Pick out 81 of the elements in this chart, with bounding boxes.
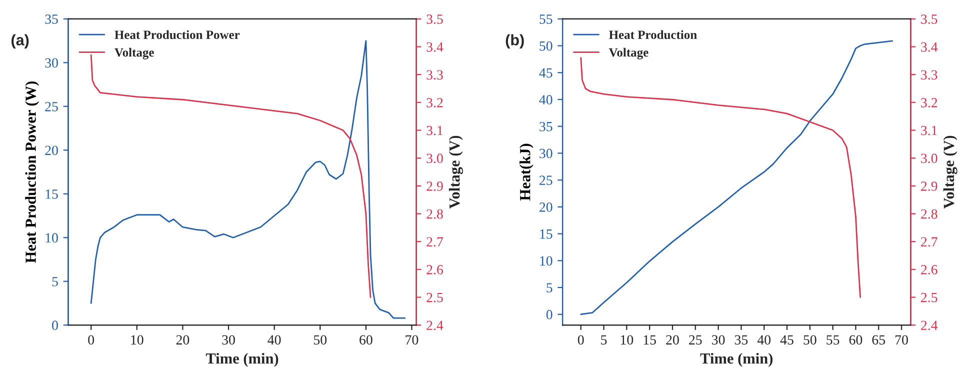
x-tick-label: 5 <box>601 335 607 345</box>
x-tick-label: 50 <box>314 335 327 345</box>
x-tick-label: 30 <box>222 335 235 345</box>
y-axis-title: Heat(kJ) <box>520 144 534 201</box>
x-tick-label: 70 <box>896 335 908 345</box>
legend-label: Voltage <box>608 48 648 60</box>
x-tick-label: 60 <box>849 335 862 345</box>
y2-tick-label: 2.9 <box>426 182 443 191</box>
x-tick-label: 15 <box>644 335 656 345</box>
y-tick-label: 55 <box>540 14 552 24</box>
y2-tick-label: 3.2 <box>921 98 938 108</box>
y-tick-label: 25 <box>45 102 58 112</box>
y-axis-title: Heat Production Power (W) <box>25 81 40 263</box>
y-tick-label: 0 <box>546 310 552 320</box>
x-tick-label: 10 <box>620 335 634 345</box>
legend-label: Voltage <box>114 48 154 60</box>
x-tick-label: 50 <box>804 335 816 345</box>
y2-axis-title: Voltage (V) <box>448 136 463 209</box>
y2-tick-label: 3.2 <box>426 98 443 108</box>
x-tick-label: 10 <box>131 335 144 345</box>
y2-tick-label: 2.6 <box>426 265 443 274</box>
y2-tick-label: 3.0 <box>921 154 938 164</box>
x-tick-label: 20 <box>176 335 190 345</box>
x-tick-label: 45 <box>780 335 794 345</box>
x-tick-label: 70 <box>406 335 418 345</box>
x-tick-label: 25 <box>689 335 702 345</box>
text: (a) <box>12 34 29 48</box>
x-tick-label: 55 <box>826 335 840 345</box>
y-tick-label: 10 <box>540 256 552 266</box>
y-tick-label: 5 <box>546 283 552 292</box>
x-axis-title: Time (min) <box>206 352 278 367</box>
y2-tick-label: 2.6 <box>921 265 938 274</box>
y2-tick-label: 3.1 <box>921 126 937 136</box>
y-tick-label: 15 <box>46 190 58 199</box>
x-tick-label: 40 <box>268 335 281 345</box>
y-tick-label: 30 <box>540 148 552 158</box>
x-tick-label: 0 <box>578 335 584 345</box>
y2-tick-label: 2.4 <box>921 320 938 330</box>
y2-tick-label: 2.5 <box>921 292 938 302</box>
x-tick-label: 20 <box>666 335 679 345</box>
y-tick-label: 35 <box>540 122 552 132</box>
legend-label: Heat Production <box>609 30 697 40</box>
line-series <box>580 40 894 316</box>
y2-tick-label: 2.8 <box>426 209 443 219</box>
y2-axis-title: Voltage (V) <box>943 136 958 209</box>
y2-tick-label: 3.3 <box>426 70 443 80</box>
y2-tick-label: 2.9 <box>921 182 938 191</box>
y2-tick-label: 3.3 <box>921 70 938 80</box>
y-tick-label: 20 <box>540 202 552 212</box>
x-tick-label: 65 <box>872 335 886 345</box>
y-tick-label: 5 <box>52 277 58 286</box>
legend-label: Heat Production Power <box>114 30 240 40</box>
x-tick-label: 40 <box>757 335 771 345</box>
y-tick-label: 35 <box>45 14 58 24</box>
y-tick-label: 15 <box>540 229 552 239</box>
y-tick-label: 30 <box>45 58 58 68</box>
y-tick-label: 45 <box>539 68 552 78</box>
x-tick-label: 35 <box>734 335 748 345</box>
y2-tick-label: 3.5 <box>921 14 938 24</box>
y2-tick-label: 3.4 <box>921 42 938 52</box>
x-tick-label: 30 <box>712 335 725 345</box>
x-tick-label: 60 <box>360 335 372 345</box>
y-tick-label: 20 <box>45 146 58 156</box>
y-tick-label: 40 <box>539 95 552 104</box>
y2-tick-label: 3.5 <box>426 14 443 24</box>
text: (b) <box>506 34 524 48</box>
y2-tick-label: 3.1 <box>426 126 443 136</box>
y2-tick-label: 2.4 <box>426 320 444 330</box>
y2-tick-label: 3.0 <box>426 154 443 164</box>
y-tick-label: 50 <box>540 41 552 51</box>
x-axis-title: Time (min) <box>700 352 773 367</box>
y2-tick-label: 2.7 <box>921 237 938 247</box>
y-tick-label: 0 <box>52 320 58 330</box>
y2-tick-label: 2.7 <box>426 237 444 247</box>
x-tick-label: 0 <box>88 335 94 345</box>
y-tick-label: 10 <box>46 233 58 243</box>
y2-tick-label: 2.8 <box>921 209 938 219</box>
y-tick-label: 25 <box>540 176 552 186</box>
y2-tick-label: 2.5 <box>426 292 443 302</box>
y2-tick-label: 3.4 <box>426 42 444 52</box>
line-series <box>90 40 406 319</box>
